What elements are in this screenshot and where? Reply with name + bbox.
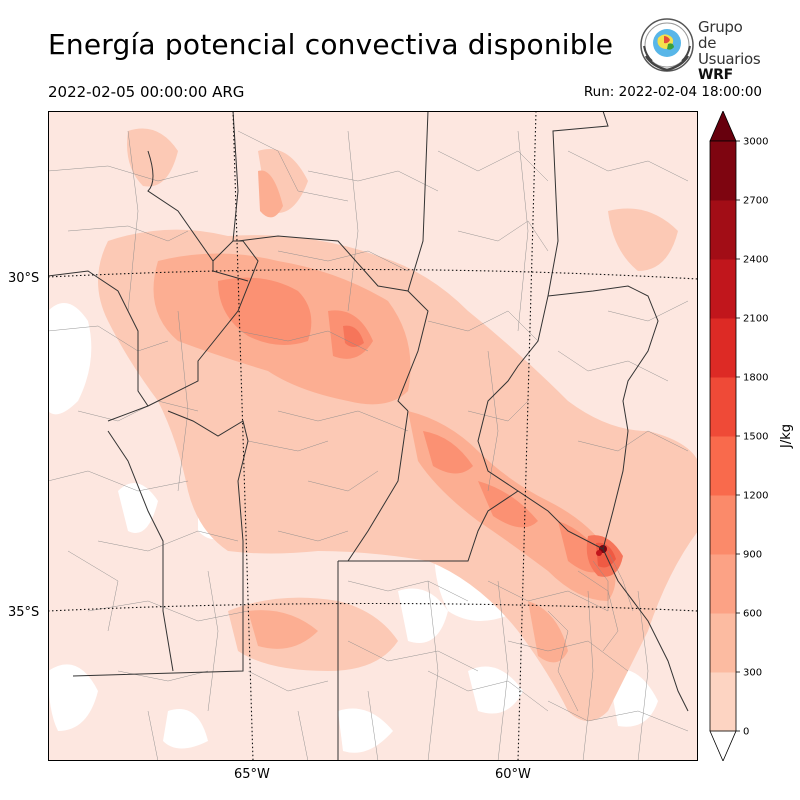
colorbar-tick-label: 1500 xyxy=(743,432,768,443)
cape-secondary-core xyxy=(596,550,602,556)
colorbar-segment xyxy=(710,200,736,260)
logo-line-3: WRF xyxy=(698,67,733,83)
province-borders xyxy=(48,111,689,761)
colorbar-segment xyxy=(710,318,736,378)
department-borders xyxy=(48,130,689,761)
run-time: Run: 2022-02-04 18:00:00 xyxy=(583,84,762,100)
colorbar-segment xyxy=(710,672,736,732)
globe-seal-icon xyxy=(640,18,694,72)
logo-line-2: Usuarios xyxy=(698,50,761,68)
colorbar-tick-label: 900 xyxy=(743,550,762,561)
lat-label-30s: 30°S xyxy=(8,271,40,286)
colorbar-segment xyxy=(710,613,736,673)
colorbar-segment xyxy=(710,259,736,319)
colorbar-tick-label: 1200 xyxy=(743,491,768,502)
parallel-35s xyxy=(48,602,698,612)
colorbar-tick-label: 2100 xyxy=(743,314,768,325)
parallel-30s xyxy=(48,268,698,280)
chart-title: Energía potencial convectiva disponible xyxy=(48,28,614,61)
valid-time: 2022-02-05 00:00:00 ARG xyxy=(48,83,245,101)
cape-map xyxy=(48,111,698,761)
colorbar-tick-label: 3000 xyxy=(743,137,768,148)
colorbar-segment xyxy=(710,554,736,614)
lon-label-60w: 60°W xyxy=(495,767,531,782)
colorbar-tick-label: 2700 xyxy=(743,196,768,207)
colorbar-extend-max xyxy=(709,111,737,142)
colorbar-tick-label: 300 xyxy=(743,668,762,679)
meridian-65w xyxy=(232,111,254,761)
lat-label-35s: 35°S xyxy=(8,605,40,620)
colorbar-tick-label: 1800 xyxy=(743,373,768,384)
lon-label-65w: 65°W xyxy=(234,767,270,782)
colorbar-segment xyxy=(710,377,736,437)
colorbar-segment xyxy=(710,141,736,201)
colorbar-segments xyxy=(709,111,737,761)
map-frame xyxy=(48,111,698,761)
colorbar-ticks: 0 300 600 900 1200 1500 1800 2100 2400 2700 3000 xyxy=(736,137,768,738)
colorbar-segment xyxy=(710,436,736,496)
wrf-user-group-logo: Grupo de Usuarios WRF xyxy=(638,16,763,83)
colorbar: 0 300 600 900 1200 1500 1800 2100 2400 2700 3000 J… xyxy=(709,111,794,761)
logo-line-1: Grupo de xyxy=(698,18,743,52)
colorbar-tick-label: 600 xyxy=(743,609,762,620)
colorbar-segment xyxy=(710,495,736,555)
meridian-60w xyxy=(517,111,537,761)
colorbar-label: J/kg xyxy=(779,424,794,449)
graticule xyxy=(48,111,698,761)
colorbar-tick-label: 0 xyxy=(743,727,749,738)
colorbar-extend-min xyxy=(709,730,737,761)
colorbar-tick-label: 2400 xyxy=(743,255,768,266)
